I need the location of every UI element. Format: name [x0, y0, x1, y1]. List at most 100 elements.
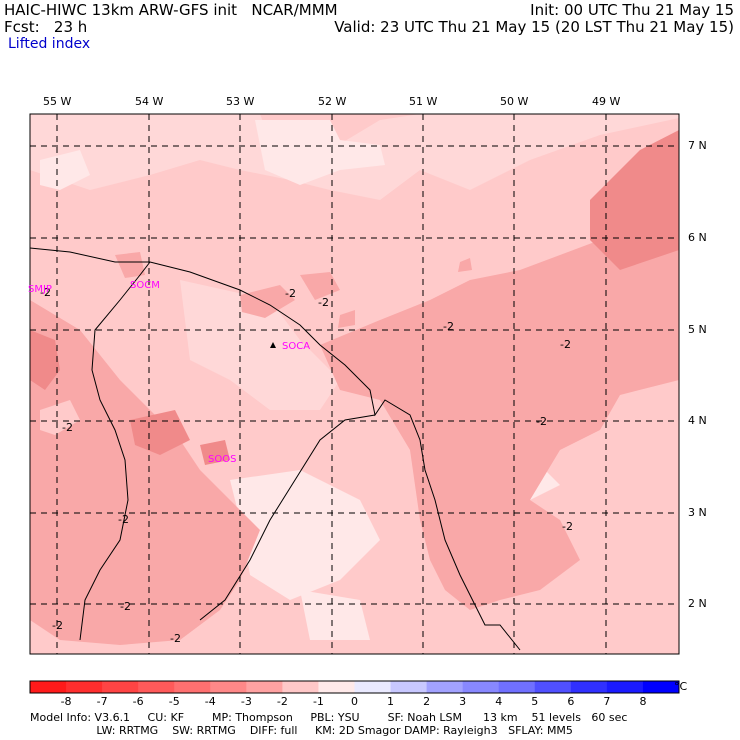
colorbar-tick-label: -8: [60, 695, 72, 708]
colorbar-cell: [66, 681, 103, 693]
colorbar-tick-label: 1: [387, 695, 395, 708]
colorbar-unit: °C: [674, 680, 688, 693]
colorbar-cell: [246, 681, 283, 693]
map-frame: [29, 113, 680, 655]
colorbar-cell: [498, 681, 536, 693]
border-south: [199, 414, 376, 621]
colorbar-cell: [138, 681, 175, 693]
colorbar-cell: [606, 681, 644, 693]
forecast-hour: Fcst: 23 h: [4, 18, 88, 36]
colorbar-cell: [282, 681, 319, 693]
lat-label: 4 N: [688, 414, 707, 427]
contour-label: -2: [170, 632, 181, 645]
colorbar-tick-label: 0: [351, 695, 358, 708]
lat-label: 7 N: [688, 139, 707, 152]
contour-label: -2: [560, 338, 571, 351]
model-title: HAIC-HIWC 13km ARW-GFS init NCAR/MMM: [4, 1, 338, 19]
colorbar-cell: [210, 681, 247, 693]
contour-label: -2: [318, 296, 329, 309]
lon-label: 50 W: [500, 95, 529, 108]
shade-dark-west: [30, 330, 60, 390]
boundaries: [30, 247, 521, 651]
shade-dark-west3: [200, 440, 230, 465]
contour-label: -2: [40, 286, 51, 299]
contour-label: -2: [562, 520, 573, 533]
init-time: Init: 00 UTC Thu 21 May 15: [530, 1, 734, 19]
colorbar-cells: [29, 680, 680, 694]
colorbar-tick-label: 8: [639, 695, 647, 708]
colorbar-tick-label: -3: [240, 695, 252, 708]
colorbar-cell: [102, 681, 139, 693]
colorbar-frame: [29, 680, 680, 694]
shade-lightest-south2: [300, 590, 370, 640]
model-info-line1: Model Info: V3.6.1 CU: KF MP: Thompson P…: [30, 711, 628, 724]
shade-medium-west: [30, 300, 260, 645]
shade-medium-nw: [115, 252, 145, 278]
shade-medium-coast3: [338, 310, 355, 328]
lon-label: 54 W: [135, 95, 164, 108]
shade-medium-east: [320, 230, 679, 610]
colorbar-tick-label: 6: [567, 695, 575, 708]
shade-dark-ne: [590, 130, 679, 270]
colorbar-tick-label: -1: [312, 695, 324, 708]
station-label: SOCA: [282, 341, 310, 352]
colorbar-tick-label: -7: [96, 695, 108, 708]
contour-labels: -2 -2 -2 -2 -2 -2 -2 -2 -2 -2 -2 -2: [40, 286, 573, 645]
colorbar-cell: [534, 681, 572, 693]
station-label: SMJP: [28, 284, 52, 295]
contour-label: -2: [443, 320, 454, 333]
lon-label: 55 W: [43, 95, 72, 108]
shade-lightest-nw: [40, 150, 90, 190]
colorbar-cell: [174, 681, 211, 693]
station-label: SOOS: [208, 454, 236, 465]
shade-light-w-patch: [40, 400, 80, 435]
contour-label: -2: [285, 287, 296, 300]
lon-label: 53 W: [226, 95, 255, 108]
lon-label: 51 W: [409, 95, 438, 108]
colorbar-cell: [462, 681, 500, 693]
model-info-line2: LW: RRTMG SW: RRTMG DIFF: full KM: 2D Sm…: [30, 724, 573, 737]
lat-label: 5 N: [688, 323, 707, 336]
colorbar-tick-label: -6: [132, 695, 144, 708]
station-label: SOCM: [130, 280, 160, 291]
lat-label: 6 N: [688, 231, 707, 244]
colorbar-tick-label: 5: [531, 695, 539, 708]
shade-light-central: [180, 280, 340, 410]
contour-label: -2: [536, 415, 547, 428]
lat-label: 3 N: [688, 506, 707, 519]
shade-lightest-south: [230, 470, 380, 600]
lon-label: 49 W: [592, 95, 621, 108]
colorbar-cell: [318, 681, 355, 693]
contour-label: -2: [62, 421, 73, 434]
shade-medium-coast2: [300, 272, 340, 300]
contour-label: -2: [52, 619, 63, 632]
contour-label: -2: [120, 600, 131, 613]
colorbar-tick-label: 7: [603, 695, 611, 708]
colorbar-cell: [390, 681, 428, 693]
colorbar-tick-label: -4: [204, 695, 216, 708]
station-marker-icon: [270, 342, 276, 348]
border-west: [79, 261, 151, 641]
colorbar-cell: [570, 681, 608, 693]
field-name: Lifted index: [8, 36, 91, 52]
shade-medium-coast4: [458, 258, 472, 272]
shade-medium-coast1: [240, 285, 295, 318]
shade-lightest-north: [255, 120, 385, 185]
stations: SMJP SOCM SOCA SOOS: [28, 280, 310, 465]
lat-label: 2 N: [688, 597, 707, 610]
lon-label: 52 W: [318, 95, 347, 108]
colorbar-cell: [354, 681, 392, 693]
colorbar-tick-label: 3: [459, 695, 467, 708]
lat-lon-grid: [30, 114, 679, 654]
colorbar-tick-label: -5: [168, 695, 180, 708]
colorbar-tick-label: -2: [276, 695, 288, 708]
colorbar-cell: [426, 681, 464, 693]
map-fill-layer: [30, 114, 679, 654]
colorbar-cell: [30, 681, 67, 693]
colorbar-tick-label: 4: [495, 695, 503, 708]
colorbar-cell: [642, 681, 680, 693]
colorbar-tick-label: 2: [423, 695, 431, 708]
valid-time: Valid: 23 UTC Thu 21 May 15 (20 LST Thu …: [334, 18, 734, 36]
